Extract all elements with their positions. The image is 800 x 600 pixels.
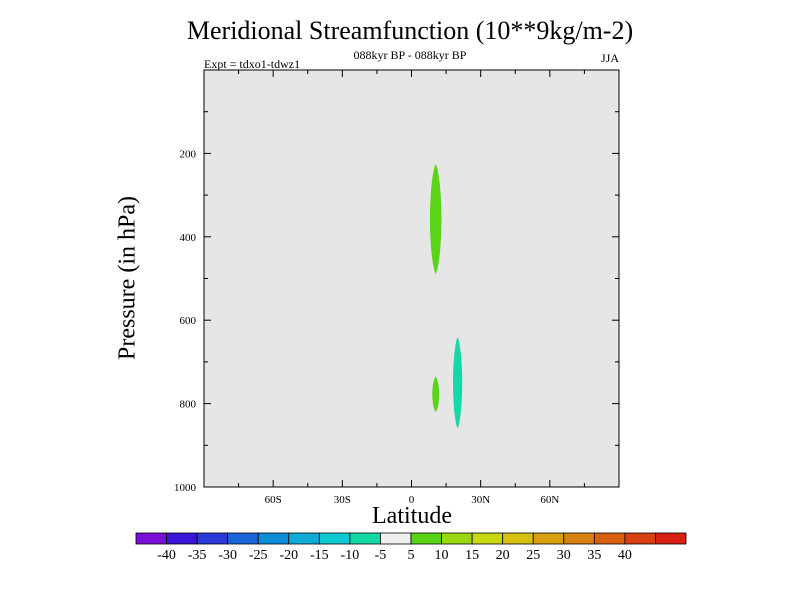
y-tick-label: 400 (180, 232, 197, 244)
contour-regions (429, 163, 463, 429)
colorbar-swatch (624, 532, 656, 545)
chart-title: Meridional Streamfunction (10**9kg/m-2) (186, 16, 634, 45)
x-tick-label: 30S (334, 494, 351, 506)
y-tick-label: 200 (180, 148, 197, 160)
x-axis-ticks: 60S 30S 0 30N 60N (238, 70, 585, 506)
colorbar-swatch (166, 532, 198, 545)
colorbar: -40 -35 -30 -25 -20 -15 -10 -5 5 10 15 20 25 30 35 40 (135, 532, 687, 563)
colorbar-label: 20 (496, 548, 510, 563)
colorbar-label: -30 (218, 548, 237, 563)
y-tick-label: 600 (180, 315, 197, 327)
colorbar-swatch (227, 532, 259, 545)
contour-region-2 (432, 376, 440, 412)
x-axis-label: Latitude (372, 503, 452, 529)
colorbar-label: 15 (465, 548, 479, 563)
colorbar-label: -40 (157, 548, 176, 563)
y-axis-ticks: 200 400 600 800 1000 (174, 111, 619, 494)
colorbar-swatch (471, 532, 504, 545)
colorbar-label: 30 (557, 548, 571, 563)
colorbar-swatch (502, 532, 534, 545)
plot-area (204, 70, 619, 487)
chart-subtitle-season: JJA (600, 51, 619, 65)
colorbar-swatch (441, 532, 473, 545)
colorbar-swatch (288, 532, 320, 545)
colorbar-label: 40 (618, 548, 632, 563)
chart-subtitle-experiment: Expt = tdxo1-tdwz1 (204, 57, 301, 71)
y-tick-label: 800 (180, 399, 197, 411)
colorbar-swatch (593, 532, 626, 545)
colorbar-swatch (349, 532, 381, 545)
chart-subtitle-period: 088kyr BP - 088kyr BP (353, 48, 467, 62)
contour-region-3 (453, 336, 463, 429)
colorbar-label: -35 (188, 548, 207, 563)
colorbar-swatch (410, 532, 442, 545)
colorbar-label: -25 (249, 548, 268, 563)
colorbar-swatch (380, 532, 412, 545)
colorbar-label: -5 (375, 548, 387, 563)
colorbar-label: 5 (408, 548, 415, 563)
x-tick-label: 0 (409, 494, 415, 506)
colorbar-label: -10 (341, 548, 360, 563)
colorbar-label: -15 (310, 548, 329, 563)
colorbar-swatch (563, 532, 595, 545)
colorbar-swatch (532, 532, 565, 545)
colorbar-label: 10 (435, 548, 449, 563)
y-tick-label: 1000 (174, 482, 197, 494)
x-tick-label: 30N (471, 494, 490, 506)
colorbar-swatch (318, 532, 351, 545)
colorbar-label: -20 (279, 548, 298, 563)
contour-region-1 (429, 163, 442, 275)
colorbar-label: 35 (587, 548, 601, 563)
colorbar-label: 25 (526, 548, 540, 563)
x-tick-label: 60N (540, 494, 559, 506)
colorbar-swatch (257, 532, 290, 545)
colorbar-swatch (655, 532, 687, 545)
colorbar-swatch (196, 532, 229, 545)
colorbar-swatch (135, 532, 167, 545)
x-tick-label: 60S (265, 494, 282, 506)
